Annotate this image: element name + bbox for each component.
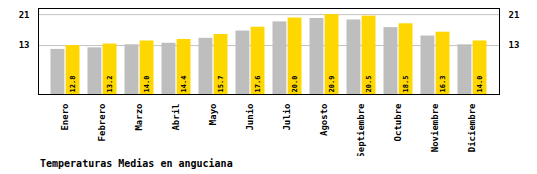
svg-text:20.0: 20.0 [291,76,299,93]
svg-text:Septiembre: Septiembre [356,103,366,156]
svg-text:14.4: 14.4 [180,76,188,93]
svg-text:18.5: 18.5 [402,76,410,93]
svg-text:Diciembre: Diciembre [467,103,477,152]
svg-text:21: 21 [19,9,30,19]
svg-text:Febrero: Febrero [97,104,107,142]
svg-text:14.0: 14.0 [143,76,151,93]
svg-text:17.6: 17.6 [254,76,262,93]
svg-text:Octubre: Octubre [393,103,403,142]
svg-text:Julio: Julio [282,104,292,131]
svg-text:20.9: 20.9 [328,76,336,93]
svg-text:Agosto: Agosto [319,104,329,137]
svg-text:Abril: Abril [171,104,181,131]
svg-text:14.0: 14.0 [476,76,484,93]
svg-text:Enero: Enero [60,104,70,131]
svg-text:Mayo: Mayo [208,104,218,126]
svg-text:Marzo: Marzo [134,104,144,131]
svg-text:20.5: 20.5 [365,76,373,93]
svg-text:15.7: 15.7 [217,76,225,93]
html-text:Temperaturas Medias en angucia: Temperaturas Medias en anguciana [40,158,233,169]
svg-text:13: 13 [19,40,30,50]
svg-text:13: 13 [509,40,520,50]
svg-text:Junio: Junio [245,104,255,131]
svg-text:13.2: 13.2 [106,76,114,93]
svg-text:Noviembre: Noviembre [430,103,440,152]
svg-text:12.8: 12.8 [69,76,77,93]
svg-text:16.3: 16.3 [439,76,447,93]
svg-text:21: 21 [509,9,520,19]
